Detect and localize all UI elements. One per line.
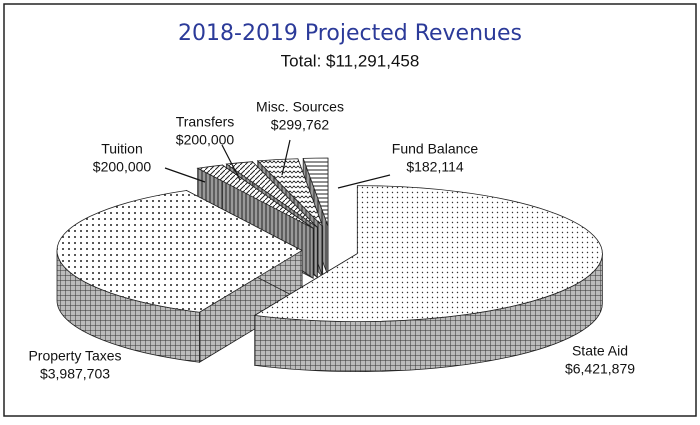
slice-label: Property Taxes: [28, 348, 121, 364]
leader-line: [281, 139, 291, 176]
slice: [56, 189, 303, 363]
slice-top: [256, 158, 324, 227]
slice-label: Misc. Sources: [256, 99, 344, 115]
slice-value-label: $182,114: [406, 159, 464, 175]
slice-value-label: $299,762: [271, 117, 330, 133]
slice-label: Transfers: [176, 114, 235, 130]
slice-value-label: $6,421,879: [565, 361, 635, 377]
slice-value-label: $200,000: [93, 159, 152, 175]
slice-label: State Aid: [572, 343, 628, 359]
slice-top: [225, 161, 318, 228]
slice-top: [56, 190, 303, 313]
chart-title: 2018-2019 Projected Revenues: [178, 21, 522, 46]
slice-label: Fund Balance: [392, 141, 479, 157]
slice-top: [302, 157, 329, 227]
slice: [253, 185, 603, 372]
chart-subtitle: Total: $11,291,458: [281, 51, 420, 70]
slice-top: [196, 164, 314, 229]
slice-value-label: $200,000: [176, 132, 235, 148]
slice-label: Tuition: [101, 141, 143, 157]
leader-line: [337, 174, 391, 189]
pie: [56, 157, 603, 372]
slice-top: [253, 185, 603, 322]
leader-line: [164, 167, 206, 183]
leader-line: [221, 144, 241, 181]
slice-value-label: $3,987,703: [40, 366, 110, 382]
